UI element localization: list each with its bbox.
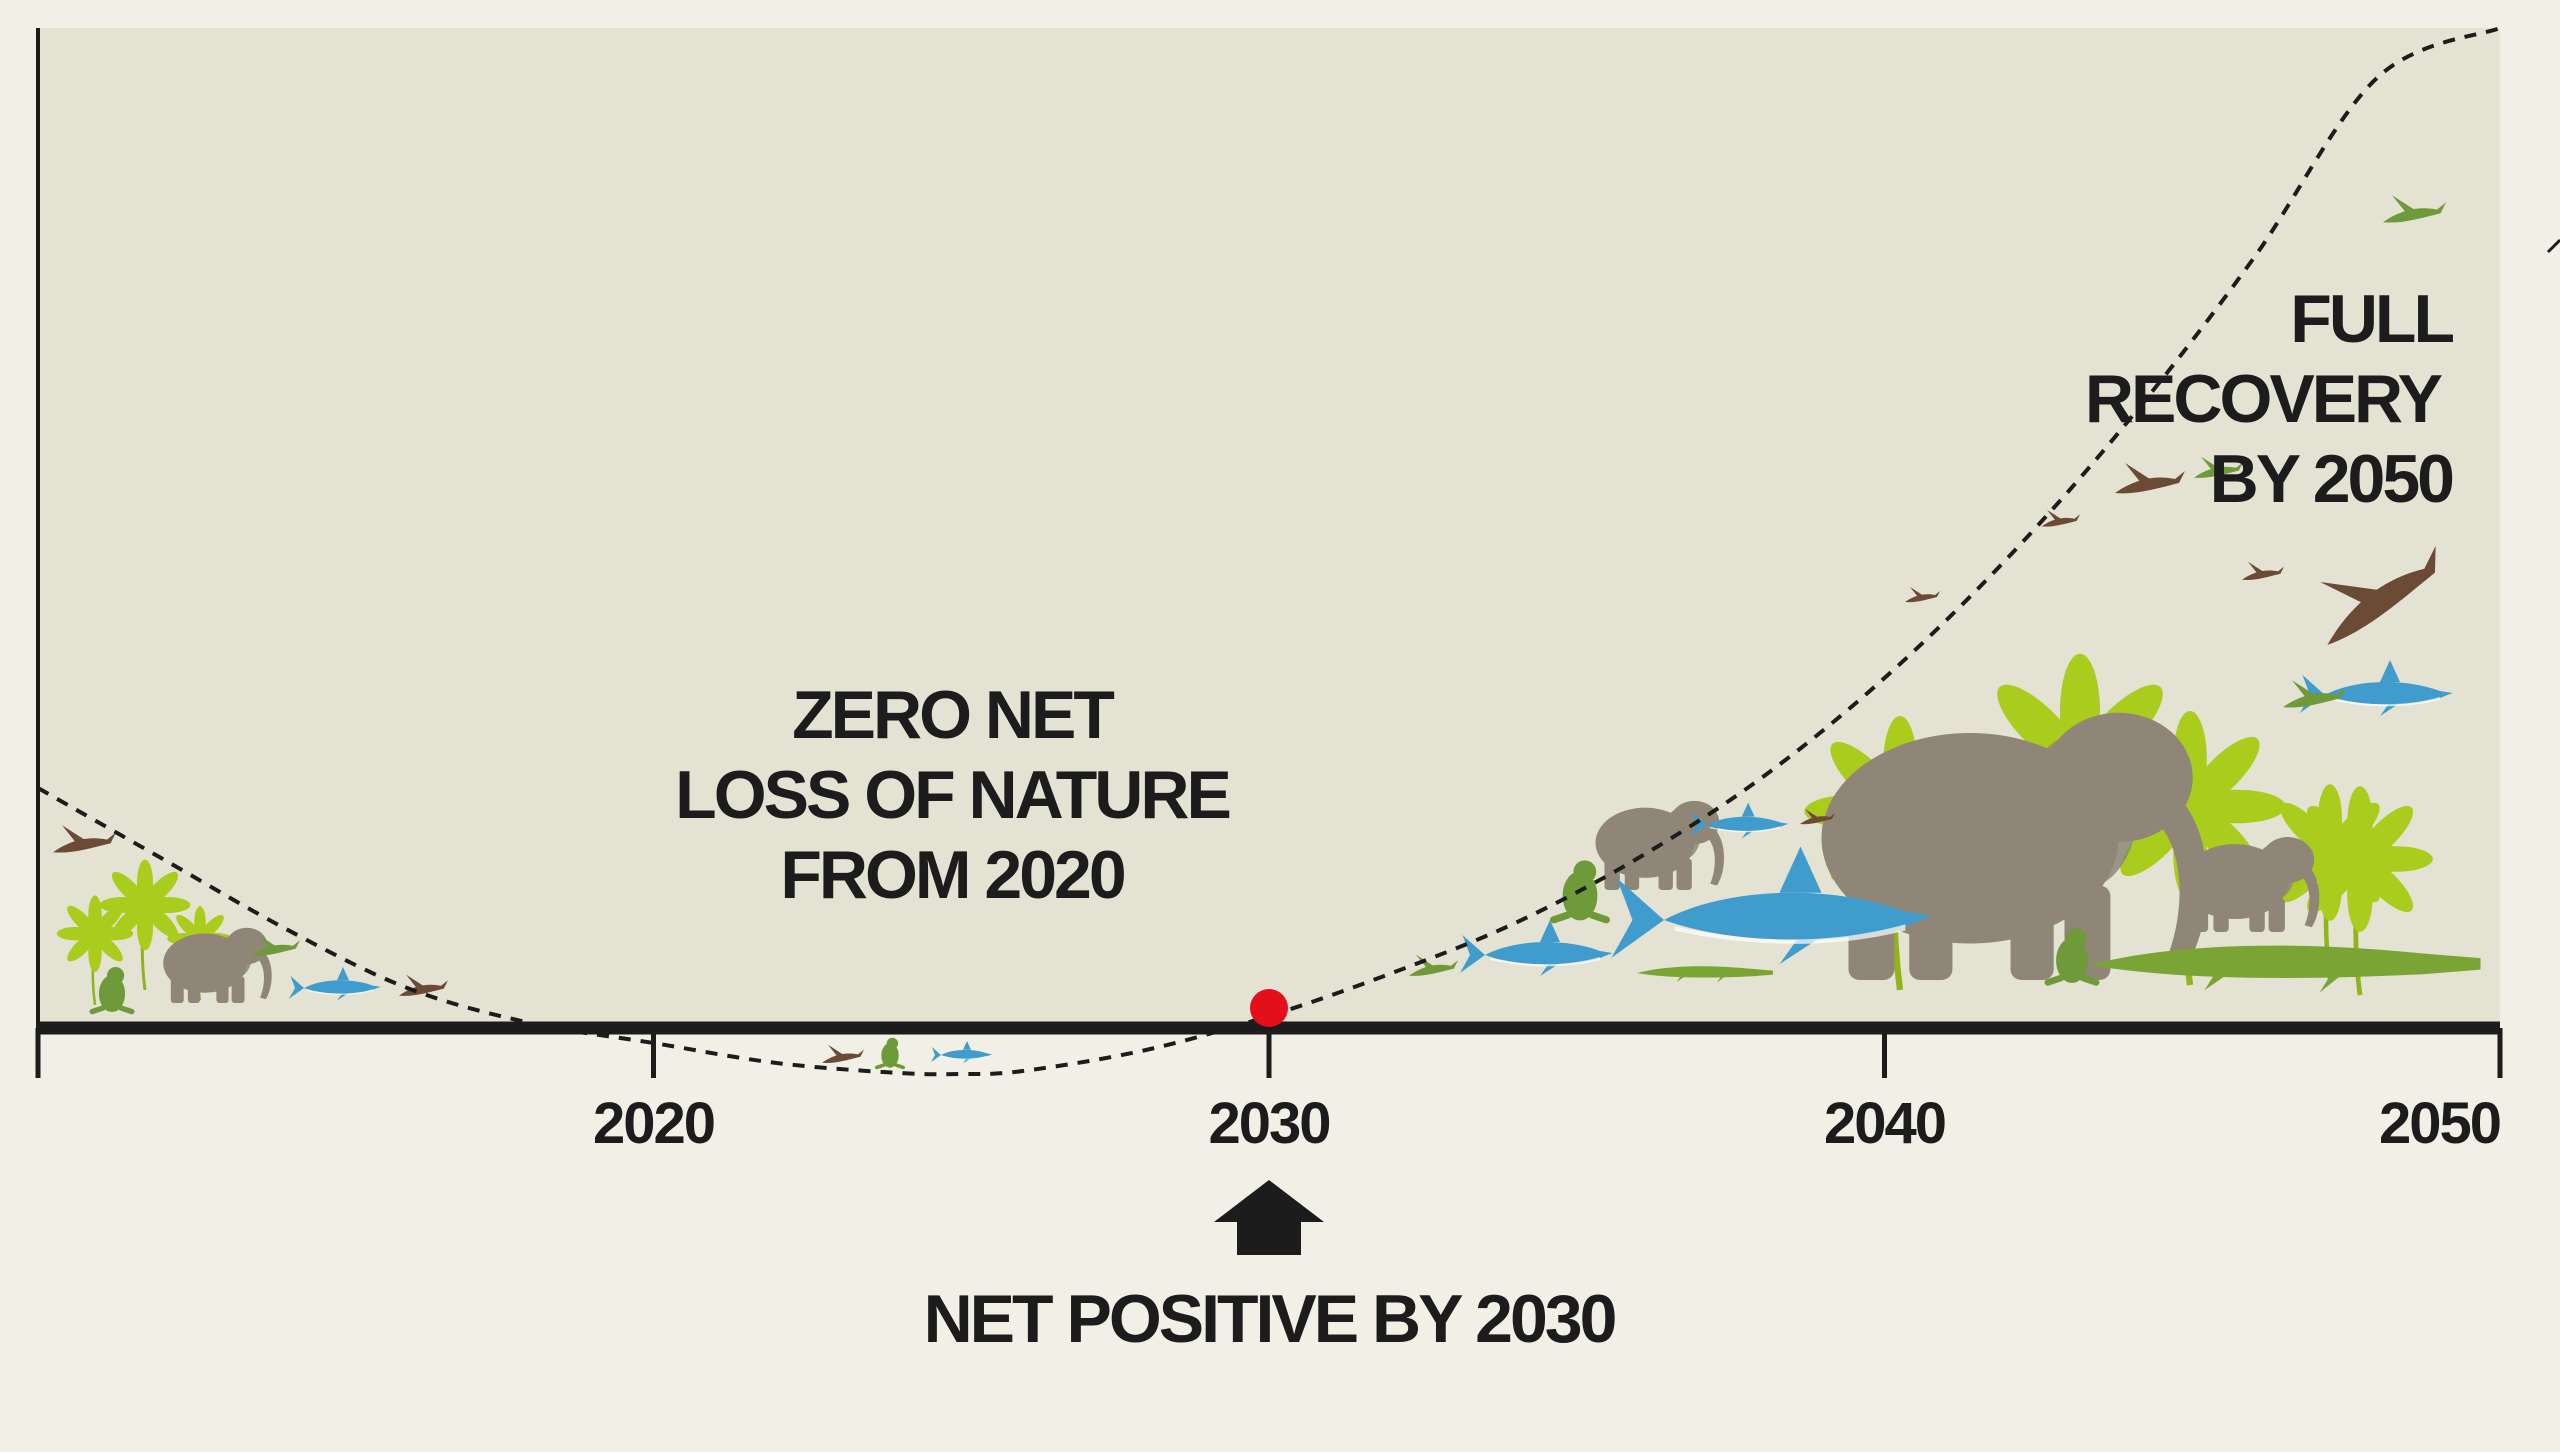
annotation-line: ZERO NET [792, 677, 1114, 753]
x-tick-label: 2030 [1208, 1091, 1329, 1156]
frog-icon [874, 1036, 906, 1070]
shark-icon [931, 1041, 992, 1064]
series-line [37, 26, 2501, 1077]
annotation-line: NET POSITIVE BY 2030 [924, 1281, 1616, 1357]
annotation-zero-net-loss: ZERO NET LOSS OF NATURE FROM 2020 [675, 677, 1232, 913]
milestone-point-2030 [1250, 989, 1288, 1027]
x-axis-tick-labels: 2020 2030 2040 2050 [593, 1091, 2502, 1156]
x-tick-label: 2040 [1824, 1091, 1945, 1156]
annotation-line: RECOVERY [2085, 361, 2443, 437]
up-arrow-icon [1214, 1180, 1324, 1255]
annotation-full-recovery: FULL RECOVERY BY 2050 [2085, 281, 2457, 517]
annotation-net-positive: NET POSITIVE BY 2030 [924, 1180, 1619, 1357]
plot-background [38, 28, 2500, 1026]
x-axis-ticks [35, 1028, 2503, 1078]
annotation-line: FULL [2290, 281, 2453, 357]
annotation-line: LOSS OF NATURE [675, 757, 1229, 833]
annotation-line: BY 2050 [2210, 441, 2454, 517]
bird-icon [822, 1044, 864, 1064]
edge-mark [2546, 238, 2560, 254]
x-tick-label: 2050 [2379, 1091, 2500, 1156]
annotation-line: FROM 2020 [780, 837, 1125, 913]
x-tick-label: 2020 [593, 1091, 714, 1156]
